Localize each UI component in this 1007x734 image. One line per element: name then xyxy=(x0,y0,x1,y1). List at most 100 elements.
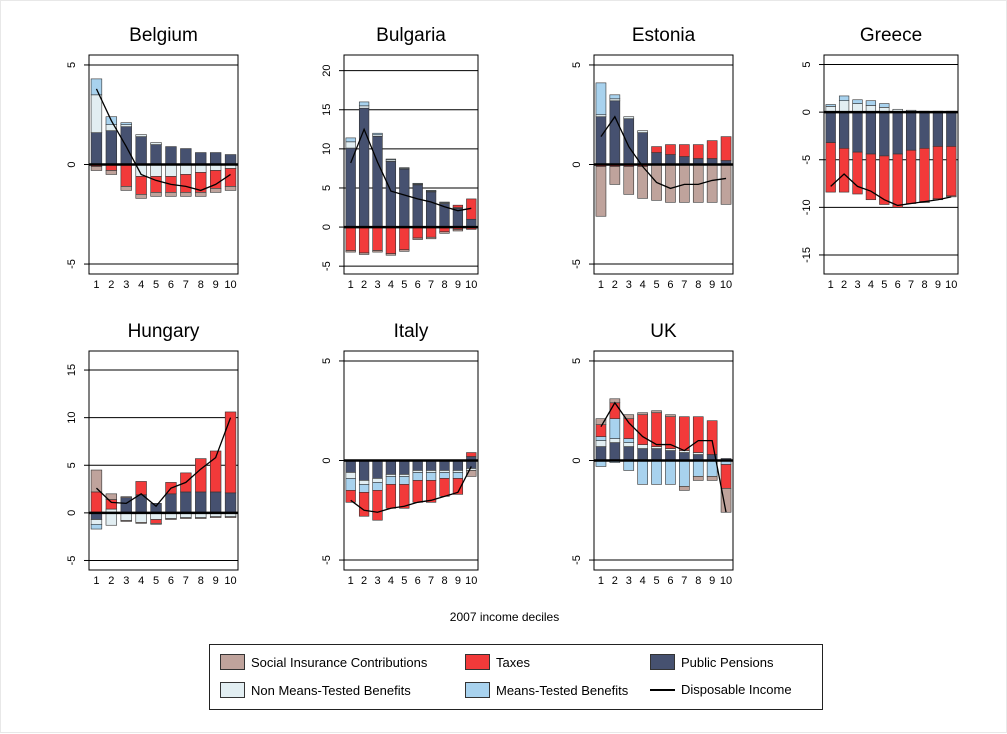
bar-social-insurance-contributions-neg-10 xyxy=(225,517,236,518)
x-tick-label: 1 xyxy=(93,575,99,587)
bar-means-tested-benefits-3 xyxy=(624,439,634,443)
bar-taxes-neg-8 xyxy=(440,478,450,496)
x-tick-label: 9 xyxy=(455,279,461,291)
y-tick-label: 0 xyxy=(571,161,583,167)
x-tick-label: 5 xyxy=(653,279,659,291)
x-tick-label: 2 xyxy=(108,279,114,291)
bar-social-insurance-contributions-neg-9 xyxy=(453,229,463,231)
bar-public-pensions-6 xyxy=(166,147,177,165)
bar-public-pensions-5 xyxy=(151,503,162,513)
bar-taxes-8 xyxy=(195,459,206,492)
bar-taxes-6 xyxy=(665,145,675,155)
legend-label: Non Means-Tested Benefits xyxy=(251,683,411,698)
bar-taxes-neg-2 xyxy=(839,148,849,192)
y-tick-label: -5 xyxy=(801,155,813,165)
bar-means-tested-benefits-4 xyxy=(386,159,396,160)
x-tick-label: 2 xyxy=(361,279,367,291)
bar-non-means-tested-benefits-2 xyxy=(839,101,849,112)
legend-swatch xyxy=(465,682,490,698)
bar-means-tested-benefits-7 xyxy=(426,190,436,191)
bar-means-tested-benefits-neg-4 xyxy=(386,476,396,484)
bar-public-pensions-neg-4 xyxy=(866,112,876,154)
bar-public-pensions-9 xyxy=(210,492,221,513)
bar-public-pensions-9 xyxy=(210,153,221,165)
bar-taxes-8 xyxy=(693,417,703,453)
bar-non-means-tested-benefits-3 xyxy=(624,117,634,119)
bar-means-tested-benefits-1 xyxy=(826,105,836,107)
bar-taxes-neg-3 xyxy=(121,165,132,187)
x-tick-label: 9 xyxy=(709,279,715,291)
bar-social-insurance-contributions-neg-9 xyxy=(210,517,221,518)
legend-swatch xyxy=(220,682,245,698)
bar-social-insurance-contributions-neg-7 xyxy=(180,192,191,196)
bar-public-pensions-neg-4 xyxy=(386,461,396,475)
bar-means-tested-benefits-neg-9 xyxy=(707,461,717,477)
bar-public-pensions-5 xyxy=(652,153,662,165)
x-tick-label: 10 xyxy=(465,279,477,291)
bar-social-insurance-contributions-neg-3 xyxy=(373,251,383,253)
bar-public-pensions-neg-1 xyxy=(346,461,356,473)
bar-means-tested-benefits-neg-3 xyxy=(624,461,634,471)
bar-social-insurance-contributions-neg-10 xyxy=(946,196,956,197)
bar-public-pensions-neg-5 xyxy=(879,112,889,156)
bar-social-insurance-contributions-neg-6 xyxy=(166,192,177,196)
legend-label: Disposable Income xyxy=(681,682,792,697)
bar-public-pensions-1 xyxy=(91,133,102,165)
panel-title: Estonia xyxy=(632,25,696,46)
x-tick-label: 6 xyxy=(168,575,174,587)
bar-means-tested-benefits-neg-1 xyxy=(346,478,356,490)
bar-means-tested-benefits-2 xyxy=(610,419,620,439)
bar-non-means-tested-benefits-neg-2 xyxy=(106,513,117,525)
bar-means-tested-benefits-4 xyxy=(866,101,876,106)
x-tick-label: 4 xyxy=(388,575,394,587)
x-tick-label: 5 xyxy=(401,279,407,291)
bar-social-insurance-contributions-neg-10 xyxy=(225,186,236,190)
bar-public-pensions-4 xyxy=(136,137,147,165)
bar-public-pensions-neg-3 xyxy=(373,461,383,479)
legend-swatch xyxy=(220,654,245,670)
legend-swatch xyxy=(650,654,675,670)
bar-social-insurance-contributions-neg-5 xyxy=(399,250,409,252)
y-tick-label: 0 xyxy=(321,224,333,230)
bar-public-pensions-neg-3 xyxy=(853,112,863,152)
bar-means-tested-benefits-neg-6 xyxy=(413,472,423,480)
bar-social-insurance-contributions-neg-7 xyxy=(679,165,689,203)
bar-public-pensions-6 xyxy=(665,451,675,461)
bar-public-pensions-neg-8 xyxy=(920,112,930,148)
bar-means-tested-benefits-2 xyxy=(839,96,849,101)
y-tick-label: 5 xyxy=(571,62,583,68)
x-tick-label: 7 xyxy=(428,279,434,291)
bar-social-insurance-contributions-neg-4 xyxy=(136,194,147,198)
bar-means-tested-benefits-3 xyxy=(121,123,132,125)
bar-social-insurance-contributions-neg-1 xyxy=(596,166,606,216)
bar-taxes-neg-5 xyxy=(399,227,409,250)
y-tick-label: 0 xyxy=(66,510,78,516)
bar-taxes-6 xyxy=(665,417,675,449)
bar-social-insurance-contributions-5 xyxy=(652,411,662,413)
bar-means-tested-benefits-neg-1 xyxy=(91,524,102,529)
bar-public-pensions-neg-9 xyxy=(933,112,943,146)
bar-public-pensions-7 xyxy=(426,192,436,227)
bar-taxes-2 xyxy=(610,403,620,419)
x-tick-label: 2 xyxy=(361,575,367,587)
bar-public-pensions-neg-7 xyxy=(426,461,436,471)
x-tick-label: 3 xyxy=(854,279,860,291)
bar-means-tested-benefits-neg-2 xyxy=(359,484,369,492)
x-tick-label: 7 xyxy=(183,575,189,587)
bar-taxes-10 xyxy=(721,137,731,161)
x-tick-label: 8 xyxy=(695,575,701,587)
bar-non-means-tested-benefits-2 xyxy=(610,439,620,443)
bar-means-tested-benefits-3 xyxy=(373,133,383,135)
bar-social-insurance-contributions-neg-2 xyxy=(106,170,117,174)
x-tick-label: 6 xyxy=(415,575,421,587)
bar-non-means-tested-benefits-neg-6 xyxy=(166,165,177,177)
legend-label: Public Pensions xyxy=(681,655,774,670)
bar-means-tested-benefits-1 xyxy=(596,437,606,441)
x-tick-label: 3 xyxy=(123,279,129,291)
x-tick-label: 5 xyxy=(401,575,407,587)
x-tick-label: 2 xyxy=(841,279,847,291)
x-tick-label: 4 xyxy=(138,575,144,587)
legend-label: Taxes xyxy=(496,655,530,670)
bar-non-means-tested-benefits-neg-1 xyxy=(91,520,102,525)
